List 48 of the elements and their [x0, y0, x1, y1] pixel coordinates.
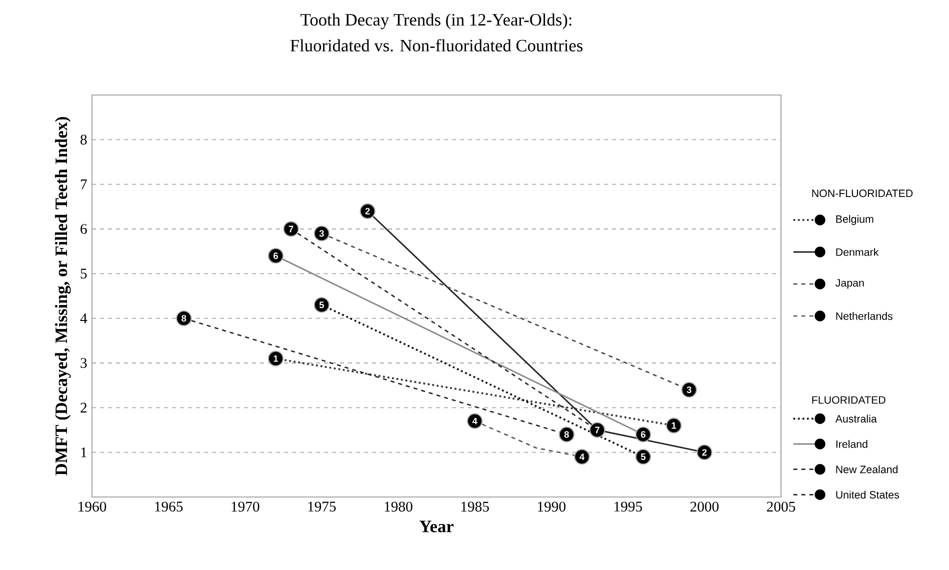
legend-label: Belgium — [836, 215, 874, 225]
annotation: 8 — [564, 431, 569, 438]
annotation: 2 — [365, 208, 370, 214]
y-tick-label: 6 — [80, 224, 87, 234]
legend-label: United States — [836, 490, 900, 499]
y-axis-title: DMFT (Decayed, Missing, or Filled Teeth Index) — [54, 117, 71, 476]
y-tick-label: 1 — [81, 447, 86, 458]
x-tick-label: 1970 — [232, 502, 260, 512]
y-tick-label: 4 — [80, 314, 88, 324]
annotation: 1 — [672, 422, 676, 429]
legend-label: Australia — [835, 414, 877, 423]
annotation: 6 — [640, 431, 646, 438]
chart-title: Tooth Decay Trends (in 12-Year-Olds): — [300, 13, 572, 30]
annotation: 3 — [686, 386, 692, 394]
x-tick-label: 2005 — [766, 502, 796, 512]
x-tick-label: 1985 — [461, 502, 489, 512]
x-tick-label: 1995 — [614, 502, 642, 512]
x-tick-label: 1980 — [384, 502, 412, 512]
annotation: 2 — [702, 449, 707, 456]
annotation: 3 — [319, 230, 324, 237]
annotation: 4 — [580, 454, 585, 460]
y-tick-label: 3 — [80, 358, 87, 368]
legend-label: Japan — [836, 279, 864, 289]
x-tick-label: 2000 — [690, 502, 719, 512]
chart-subtitle: Fluoridated vs. Non-fluoridated Countries — [290, 39, 582, 52]
legend-label: Denmark — [836, 248, 879, 256]
x-tick-label: 1965 — [155, 502, 183, 512]
text: FLUORIDATED — [812, 396, 886, 404]
annotation: 5 — [640, 454, 646, 460]
y-tick-label: 5 — [80, 268, 87, 279]
annotation: 8 — [182, 315, 186, 322]
x-tick-label: 1990 — [538, 502, 566, 512]
x-tick-label: 1960 — [78, 502, 106, 512]
text: NON-FLUORIDATED — [812, 190, 913, 198]
legend-label: Ireland — [836, 440, 868, 448]
y-tick-label: 7 — [80, 180, 87, 190]
annotation: 7 — [288, 226, 294, 232]
x-tick-label: 1975 — [308, 502, 336, 512]
y-tick-label: 2 — [80, 402, 86, 413]
annotation: 1 — [274, 355, 278, 362]
legend-label: Netherlands — [836, 312, 893, 320]
annotation: 6 — [273, 252, 278, 260]
annotation: 4 — [472, 418, 478, 424]
x-axis-title: Year — [419, 520, 454, 532]
annotation: 5 — [319, 302, 324, 308]
y-tick-label: 8 — [80, 134, 87, 145]
legend-label: New Zealand — [836, 465, 898, 474]
annotation: 7 — [595, 426, 600, 434]
